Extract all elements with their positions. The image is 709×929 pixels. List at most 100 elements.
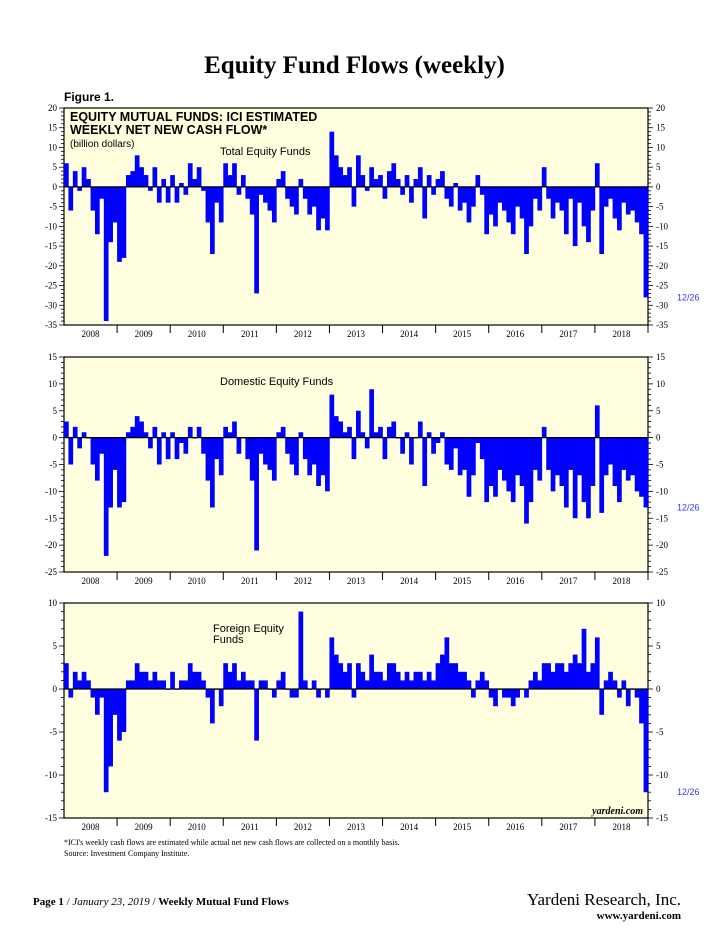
x-tick-label: 2012 bbox=[294, 822, 312, 832]
bar bbox=[555, 437, 560, 476]
x-tick-label: 2008 bbox=[82, 576, 101, 586]
bar bbox=[400, 680, 405, 689]
bar bbox=[581, 437, 587, 503]
bar bbox=[130, 680, 136, 689]
y-tick-label-left: -35 bbox=[45, 320, 57, 330]
x-tick-label: 2009 bbox=[135, 329, 154, 339]
bar bbox=[417, 421, 423, 438]
bar bbox=[342, 671, 348, 689]
bar bbox=[479, 437, 485, 460]
bar bbox=[497, 437, 503, 470]
bar bbox=[72, 426, 78, 438]
page-title: Equity Fund Flows (weekly) bbox=[204, 52, 505, 79]
bar bbox=[603, 680, 609, 689]
bar bbox=[550, 437, 556, 492]
bar bbox=[581, 186, 587, 227]
bar bbox=[608, 437, 613, 465]
bar bbox=[608, 671, 613, 689]
bar bbox=[90, 689, 96, 698]
bar bbox=[276, 680, 282, 689]
bar bbox=[431, 186, 436, 195]
y-tick-label-left: -10 bbox=[45, 770, 57, 780]
bar bbox=[267, 186, 273, 211]
bar bbox=[612, 437, 618, 486]
bar bbox=[68, 689, 74, 698]
bar bbox=[364, 680, 370, 689]
y-tick-label-left: -15 bbox=[45, 813, 57, 823]
bar bbox=[634, 186, 640, 223]
bar bbox=[590, 186, 596, 211]
bar bbox=[537, 437, 543, 481]
bar bbox=[386, 171, 392, 187]
y-tick-label-right: -5 bbox=[656, 727, 664, 737]
bar bbox=[386, 663, 392, 689]
bar bbox=[373, 432, 379, 438]
bar bbox=[134, 155, 140, 187]
bar bbox=[586, 186, 591, 243]
bar bbox=[179, 437, 184, 443]
bar bbox=[422, 680, 428, 689]
y-tick-label-right: 10 bbox=[656, 142, 666, 152]
bar bbox=[475, 175, 481, 187]
bar bbox=[187, 663, 193, 689]
bar bbox=[134, 416, 140, 438]
bar bbox=[417, 167, 423, 187]
bar bbox=[333, 654, 339, 689]
x-tick-label: 2011 bbox=[241, 576, 259, 586]
x-tick-label: 2008 bbox=[82, 822, 101, 832]
bar bbox=[156, 680, 162, 689]
bar bbox=[280, 671, 286, 689]
bar bbox=[139, 421, 144, 438]
bar bbox=[559, 437, 565, 486]
y-tick-label-left: -15 bbox=[45, 513, 57, 523]
bar bbox=[64, 663, 69, 689]
x-tick-label: 2017 bbox=[559, 576, 578, 586]
bar bbox=[395, 671, 401, 689]
bar bbox=[240, 175, 246, 187]
bar bbox=[276, 432, 282, 438]
bar bbox=[130, 171, 136, 187]
x-tick-label: 2017 bbox=[559, 329, 578, 339]
plot-area bbox=[63, 602, 649, 819]
bar bbox=[174, 186, 180, 203]
bar bbox=[347, 167, 352, 187]
chart-title: EQUITY MUTUAL FUNDS: ICI ESTIMATED bbox=[70, 110, 317, 124]
bar bbox=[510, 186, 516, 235]
x-tick-label: 2011 bbox=[241, 822, 259, 832]
bar bbox=[351, 689, 357, 698]
bar bbox=[205, 186, 211, 223]
bar bbox=[302, 186, 308, 199]
bar bbox=[302, 680, 308, 689]
bar bbox=[254, 437, 259, 551]
bar bbox=[643, 689, 649, 793]
bar bbox=[643, 437, 649, 508]
bar bbox=[524, 437, 529, 524]
bar bbox=[510, 437, 516, 503]
bar bbox=[280, 426, 286, 438]
bar bbox=[271, 437, 277, 481]
bar bbox=[174, 437, 180, 460]
bar bbox=[258, 186, 264, 195]
bar bbox=[347, 426, 352, 438]
unit-label: (billion dollars) bbox=[70, 139, 134, 150]
bar bbox=[594, 405, 600, 438]
bar bbox=[316, 437, 321, 486]
firm-website: www.yardeni.com bbox=[596, 910, 681, 922]
bar bbox=[550, 186, 556, 219]
bar bbox=[559, 186, 565, 211]
bar bbox=[457, 186, 463, 211]
bar bbox=[400, 186, 405, 195]
bar bbox=[338, 167, 344, 187]
bar bbox=[223, 426, 228, 438]
x-tick-label: 2015 bbox=[453, 576, 472, 586]
bar bbox=[519, 437, 525, 486]
bar bbox=[156, 186, 162, 203]
bar bbox=[285, 186, 290, 199]
y-tick-label-left: -10 bbox=[45, 221, 57, 231]
bar bbox=[342, 175, 348, 187]
bar bbox=[625, 437, 631, 481]
y-tick-label-left: 15 bbox=[48, 123, 58, 133]
bar bbox=[484, 680, 490, 689]
bar bbox=[404, 175, 410, 187]
